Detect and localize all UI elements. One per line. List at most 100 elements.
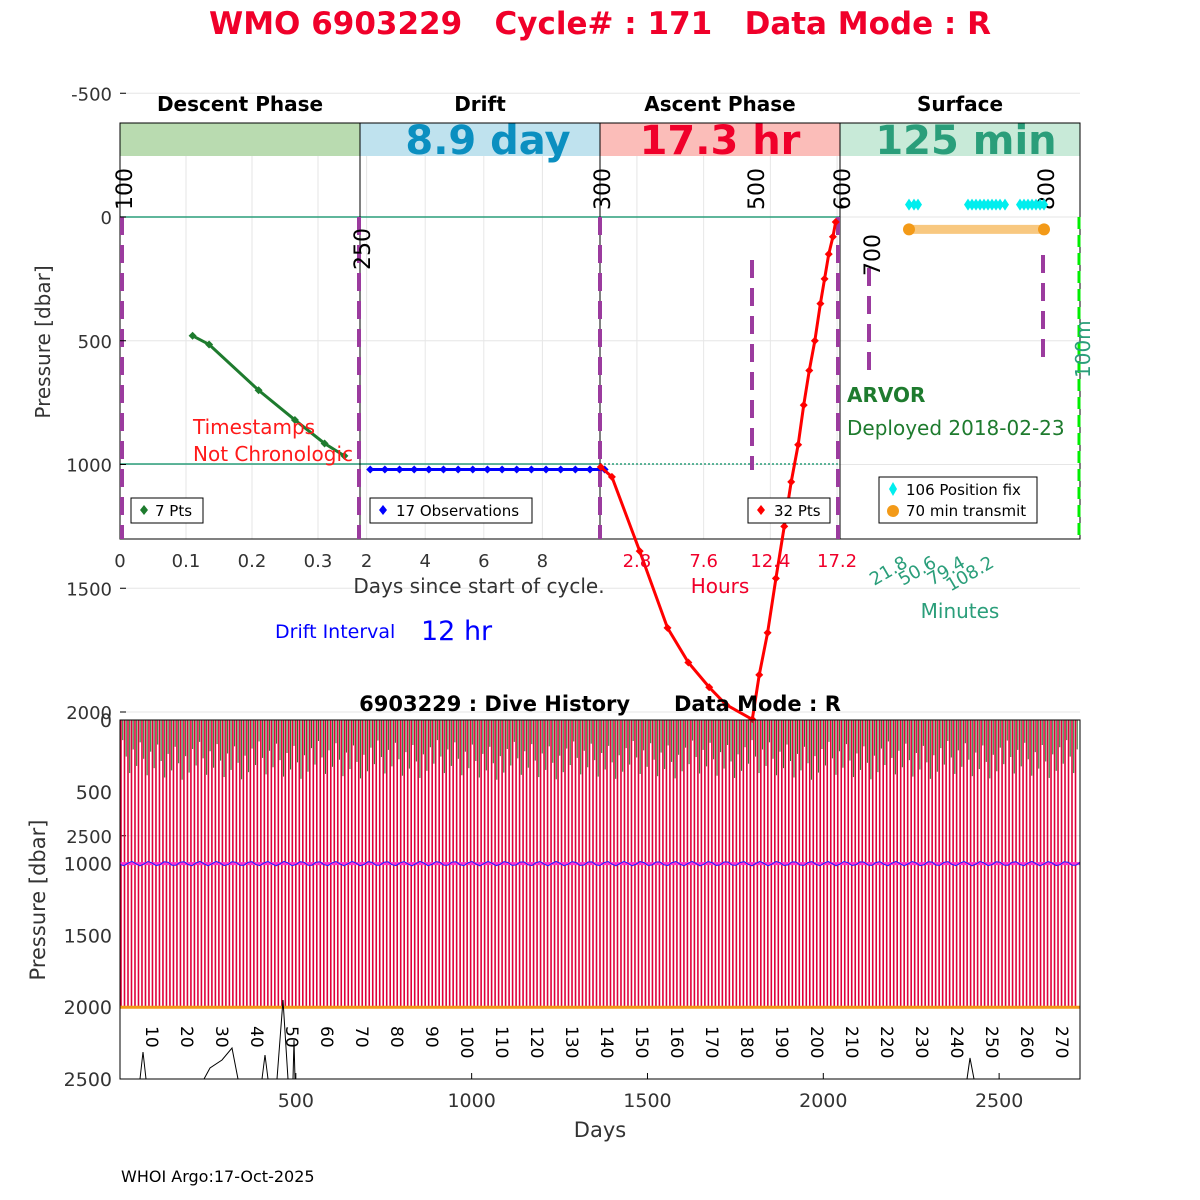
drift-point [366,465,375,474]
ascent-point [810,336,819,345]
cycle-number-label: 190 [771,1026,791,1058]
cycle-number-label: 170 [701,1026,721,1058]
cycle-number-label: 70 [351,1026,371,1048]
cycle-number-label: 90 [421,1026,441,1048]
ascent-point [828,232,837,241]
drift-phase-heading: Drift [454,92,506,116]
descent-series [188,331,349,460]
drift-point [468,465,477,474]
cycle-number-label: 130 [561,1026,581,1058]
ascent-x-tick-label: 7.6 [689,551,718,572]
top-y-tick-label: 0 [101,208,112,229]
position-fix-point [914,198,922,211]
drift-point [571,465,580,474]
position-fix-point [1040,198,1048,211]
days-axis-label: Days since start of cycle. [353,574,604,598]
drift-x-tick-label: 6 [478,551,489,572]
ascent-point [820,274,829,283]
ascent-legend: 32 Pts [747,497,831,524]
ascent-point [780,522,789,531]
cycle-number-label: 220 [876,1026,896,1058]
surface-legend-fix-label: 106 Position fix [906,481,1021,499]
drift-point [512,465,521,474]
ascent-line [599,221,838,722]
descent-point [340,451,349,460]
ascent-point [799,401,808,410]
surface-band [840,123,1080,156]
cycle-number-label: 60 [316,1026,336,1048]
top-y-axis-label: Pressure [dbar] [31,265,55,418]
dive-history-y-tick-label: 0 [100,710,112,732]
drift-point [380,465,389,474]
dive-history-y-tick-label: 2500 [64,1069,112,1091]
descent-point [188,331,197,340]
drift-band [360,123,600,156]
ascent-x-tick-label: 12.4 [750,551,790,572]
cycle-number-label: 40 [246,1026,266,1048]
surface-duration: 125 min [875,118,1056,164]
dive-history-y-tick-label: 500 [76,782,112,804]
surface-legend: 106 Position fix 70 min transmit [878,476,1038,524]
cycle-number-label: 150 [631,1026,651,1058]
dive-history-cycle-labels: 10 20 30 40 50 60 70 80 90 100 110 120 130 140 150 160 1… [141,1026,1071,1058]
ascent-legend-marker [757,505,765,515]
ascent-point [805,366,814,375]
dive-history-x-ticks: 500 1000 1500 2000 2500 [278,1073,1023,1112]
hours-axis-label: Hours [691,574,750,598]
minutes-axis-label: Minutes [921,599,1000,623]
descent-legend: 7 Pts [130,497,204,524]
surface-legend-fix-marker [889,482,897,496]
figure-title: WMO 6903229 Cycle# : 171 Data Mode : R [209,6,991,42]
descent-x-tick-label: 0.2 [238,551,267,572]
cycle-number-label: 20 [176,1026,196,1048]
cycle-number-label: 270 [1051,1026,1071,1058]
mark-250: 250 [351,228,376,270]
cycle-number-label: 110 [491,1026,511,1058]
dive-history-title: 6903229 : Dive History Data Mode : R [359,692,841,716]
ascent-phase-heading: Ascent Phase [644,92,795,116]
ascent-point [771,574,780,583]
ascent-x-tick-label: 17.2 [817,551,857,572]
descent-point [254,386,263,395]
cycle-number-label: 30 [211,1026,231,1048]
dive-history-x-tick-label: 1500 [623,1090,671,1112]
drift-pressure-trace [119,860,1081,867]
drift-legend: 17 Observations [369,497,533,524]
dive-history-y-label: Pressure [dbar] [26,820,50,981]
position-fix-point [1001,198,1009,211]
dive-history-x-label: Days [574,1118,626,1142]
top-y-tick-label: 2500 [66,827,112,848]
position-fix-point [996,198,1004,211]
cycle-number-label: 250 [981,1026,1001,1058]
ascent-series [596,217,840,724]
dive-history-x-tick-label: 500 [278,1090,314,1112]
cycle-number-label: 200 [806,1026,826,1058]
ascent-point [794,440,803,449]
dive-history-y-ticks: 0 500 1000 1500 2000 2500 [64,710,112,1091]
cycle-number-label: 180 [736,1026,756,1058]
mark-100: 100 [113,168,138,210]
drift-point [483,465,492,474]
descent-legend-label: 7 Pts [155,502,192,520]
mark-500: 500 [745,168,770,210]
top-y-tick-label: 1000 [66,456,112,477]
ascent-point [596,462,605,471]
top-y-tick-label: -500 [71,84,112,105]
surface-legend-transmit-label: 70 min transmit [906,502,1026,520]
descent-x-tick-label: 0 [114,551,125,572]
drift-interval-label: Drift Interval [275,621,395,643]
ascent-point [816,299,825,308]
dive-history-x-tick-label: 2500 [975,1090,1023,1112]
cycle-number-label: 160 [666,1026,686,1058]
descent-line [191,334,346,458]
drift-point [556,465,565,474]
descent-phase-heading: Descent Phase [157,92,323,116]
drift-point [585,465,594,474]
dive-history-y-tick-label: 1000 [64,854,112,876]
dive-history-frame [119,719,1081,1080]
ascent-point [824,250,833,259]
drift-point [410,465,419,474]
ascent-duration: 17.3 hr [640,118,801,164]
ascent-point [721,700,730,709]
cycle-number-label: 230 [911,1026,931,1058]
